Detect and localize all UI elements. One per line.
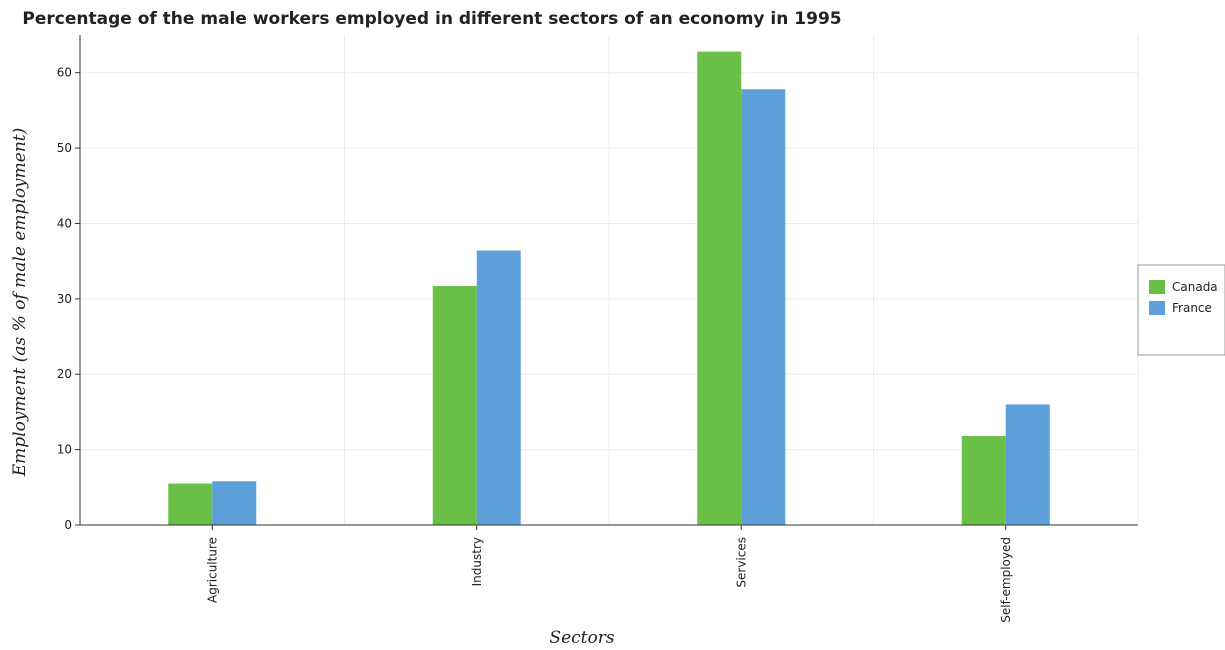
x-tick-label: Agriculture xyxy=(205,537,219,603)
y-tick-label: 30 xyxy=(57,292,72,306)
bar-canada-self-employed xyxy=(961,436,1006,525)
y-axis-title: Employment (as % of male employment) xyxy=(10,128,30,478)
y-tick-label: 40 xyxy=(57,216,72,230)
x-tick-label: Industry xyxy=(470,537,484,586)
bar-canada-agriculture xyxy=(168,483,213,525)
bar-france-industry xyxy=(476,250,521,525)
x-tick-label: Services xyxy=(734,537,748,588)
x-tick-label: Self-employed xyxy=(999,537,1013,623)
legend-swatch-france xyxy=(1149,301,1165,315)
bar-france-self-employed xyxy=(1005,404,1050,525)
bar-canada-industry xyxy=(432,286,477,525)
plot-area: 0 10 20 30 40 50 60 Agriculture Industry Services… xyxy=(57,35,1139,623)
bar-france-agriculture xyxy=(212,481,257,525)
y-tick-label: 60 xyxy=(57,66,72,80)
x-axis-title: Sectors xyxy=(549,628,614,648)
y-tick-label: 0 xyxy=(64,518,72,532)
y-tick-label: 10 xyxy=(57,443,72,457)
chart-title: Percentage of the male workers employed … xyxy=(22,9,841,29)
y-tick-label: 50 xyxy=(57,141,72,155)
legend-label-france: France xyxy=(1172,301,1212,315)
legend-label-canada: Canada xyxy=(1172,280,1218,294)
bar-france-services xyxy=(741,89,786,526)
bar-canada-services xyxy=(697,51,742,525)
legend-swatch-canada xyxy=(1149,280,1165,294)
y-tick-label: 20 xyxy=(57,367,72,381)
legend: Canada France xyxy=(1137,264,1225,356)
